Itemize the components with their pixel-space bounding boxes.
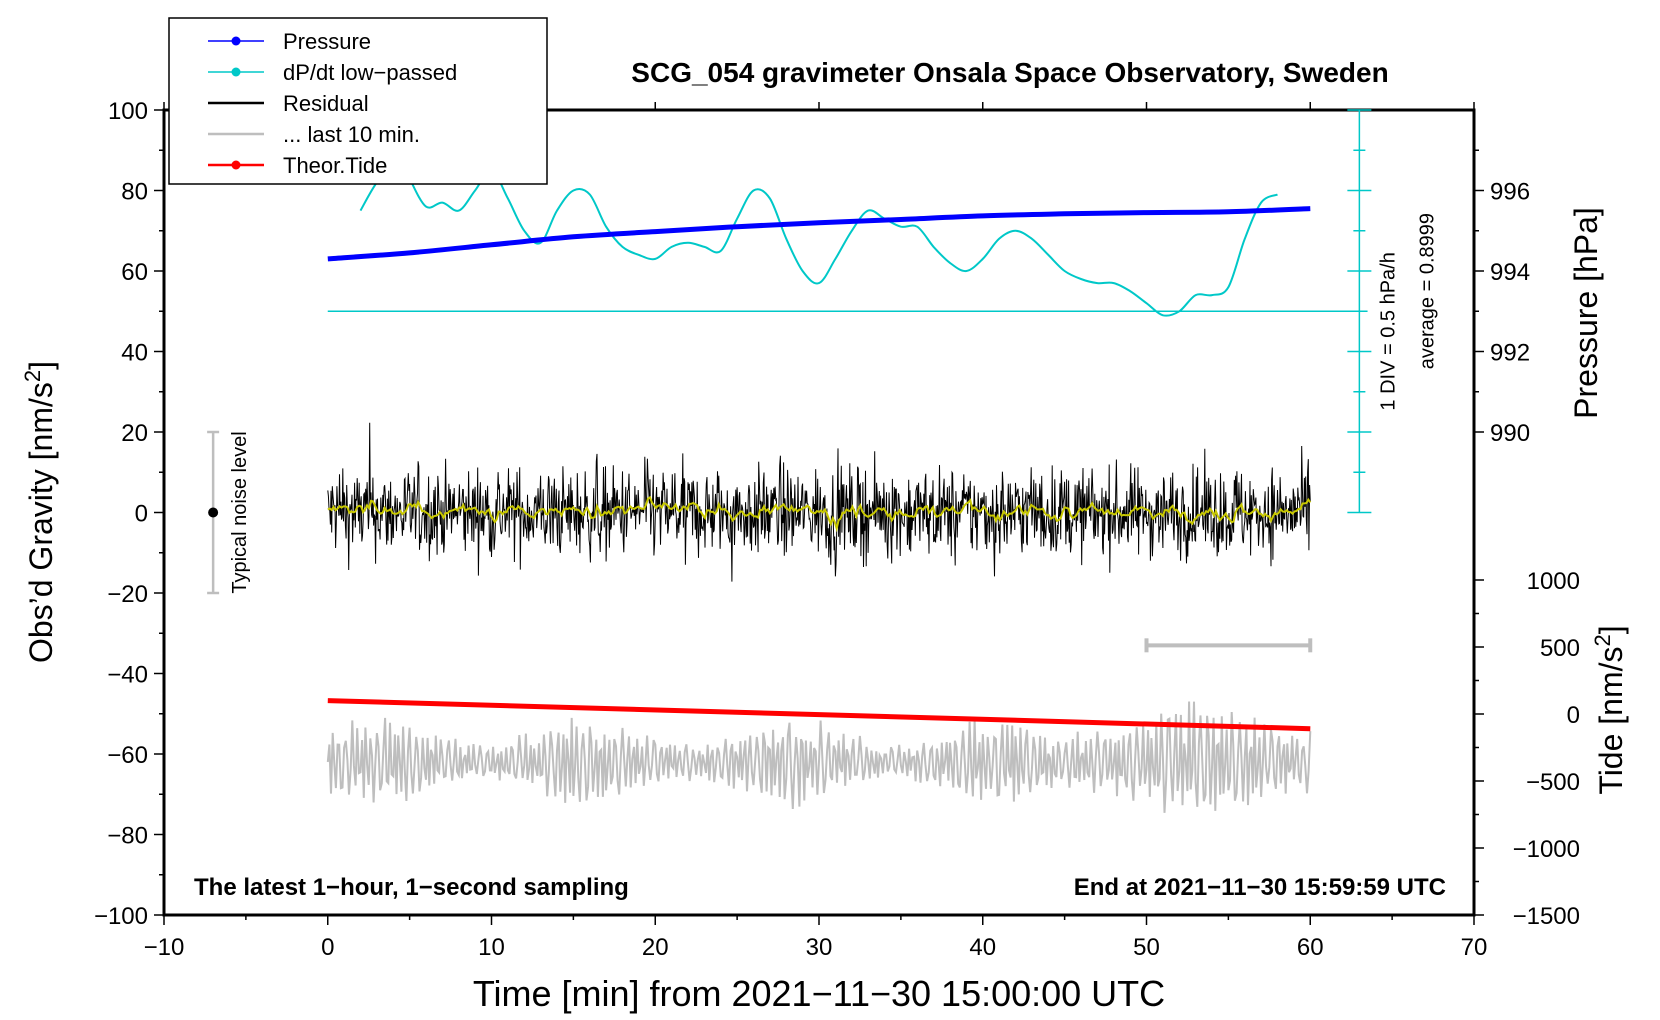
legend-label: Theor.Tide — [283, 153, 387, 178]
theoretical-tide-line — [327, 698, 1311, 732]
legend-label: ... last 10 min. — [283, 122, 420, 147]
y-tick-label: 100 — [108, 98, 148, 125]
dpdt-scale-label: 1 DIV = 0.5 hPa/h — [1377, 252, 1399, 410]
tide-tick-label: −1000 — [1513, 836, 1580, 863]
window-bar — [1144, 638, 1313, 653]
y-tick-label: 20 — [121, 420, 148, 447]
dpdt-average-label: average = 0.8999 — [1416, 213, 1438, 369]
pressure-tick-label: 994 — [1490, 259, 1530, 286]
tide-tick-label: −1500 — [1513, 903, 1580, 930]
y-axis-label-left-end: ] — [23, 361, 59, 370]
y-axis-ticks: 100 80 60 40 20 0 −20 −40 −60 −80 −100 — [94, 98, 164, 930]
tide-axis-label-sup: 2 — [1590, 634, 1615, 646]
sampling-note: The latest 1−hour, 1−second sampling — [194, 874, 629, 901]
pressure-line — [327, 206, 1311, 262]
tide-axis-label: Tide [nm/s2] — [1590, 625, 1629, 794]
legend-entries: Pressure dP/dt low−passed Residual ... last… — [208, 29, 457, 178]
x-axis-label: Time [min] from 2021−11−30 15:00:00 UTC — [473, 973, 1165, 1014]
legend-box — [168, 17, 548, 185]
y-axis-label-left-sup: 2 — [20, 370, 45, 382]
tide-tick-label: 1000 — [1527, 568, 1580, 595]
legend: Pressure dP/dt low−passed Residual ... last… — [168, 17, 548, 185]
x-tick-label: 20 — [642, 934, 669, 961]
legend-label: Residual — [283, 91, 369, 116]
y-axis-label-left-main: Obs’d Gravity [nm/s — [23, 382, 59, 663]
noise-level-label: Typical noise level — [229, 431, 251, 593]
legend-marker — [231, 67, 241, 77]
x-tick-label: −10 — [144, 934, 185, 961]
legend-marker — [231, 160, 241, 170]
pressure-tick-label: 996 — [1490, 179, 1530, 206]
x-tick-label: 70 — [1461, 934, 1488, 961]
tide-tick-label: −500 — [1526, 769, 1580, 796]
pressure-tick-label: 992 — [1490, 340, 1530, 367]
tide-axis-label-end: ] — [1593, 625, 1629, 634]
pressure-tick-label: 990 — [1490, 420, 1530, 447]
residual-line — [327, 422, 1311, 582]
pressure-axis-label: Pressure [hPa] — [1568, 207, 1604, 419]
legend-marker — [231, 36, 241, 46]
x-tick-label: 40 — [969, 934, 996, 961]
y-tick-label: −20 — [107, 581, 148, 608]
y-tick-label: −60 — [107, 742, 148, 769]
legend-label: dP/dt low−passed — [283, 60, 457, 85]
tide-tick-label: 0 — [1567, 702, 1580, 729]
chart-title: SCG_054 gravimeter Onsala Space Observat… — [631, 57, 1388, 88]
tide-tick-label: 500 — [1540, 635, 1580, 662]
noise-center-dot — [208, 507, 219, 518]
x-tick-label: 50 — [1133, 934, 1160, 961]
x-tick-label: 0 — [321, 934, 334, 961]
y-tick-label: 40 — [121, 340, 148, 367]
y-tick-label: 0 — [135, 501, 148, 528]
end-time-note: End at 2021−11−30 15:59:59 UTC — [1074, 874, 1446, 901]
y-tick-label: 80 — [121, 179, 148, 206]
last-10-min-line — [326, 701, 1312, 813]
pressure-axis-ticks: 996 994 992 990 — [1474, 149, 1530, 447]
y-tick-label: 60 — [121, 259, 148, 286]
y-tick-label: −100 — [94, 903, 148, 930]
tide-axis-label-main: Tide [nm/s — [1593, 646, 1629, 794]
y-tick-label: −80 — [107, 823, 148, 850]
x-tick-label: 10 — [478, 934, 505, 961]
x-axis-ticks: −10 0 10 20 30 40 50 60 70 — [144, 102, 1488, 961]
residual-smoothed-line — [327, 495, 1312, 533]
y-tick-label: −40 — [107, 662, 148, 689]
legend-label: Pressure — [283, 29, 371, 54]
x-tick-label: 30 — [806, 934, 833, 961]
tide-axis-ticks: 1000 500 0 −500 −1000 −1500 — [1474, 568, 1580, 930]
y-axis-label-left: Obs’d Gravity [nm/s2] — [20, 361, 59, 663]
x-tick-label: 60 — [1297, 934, 1324, 961]
noise-indicator — [207, 430, 220, 595]
